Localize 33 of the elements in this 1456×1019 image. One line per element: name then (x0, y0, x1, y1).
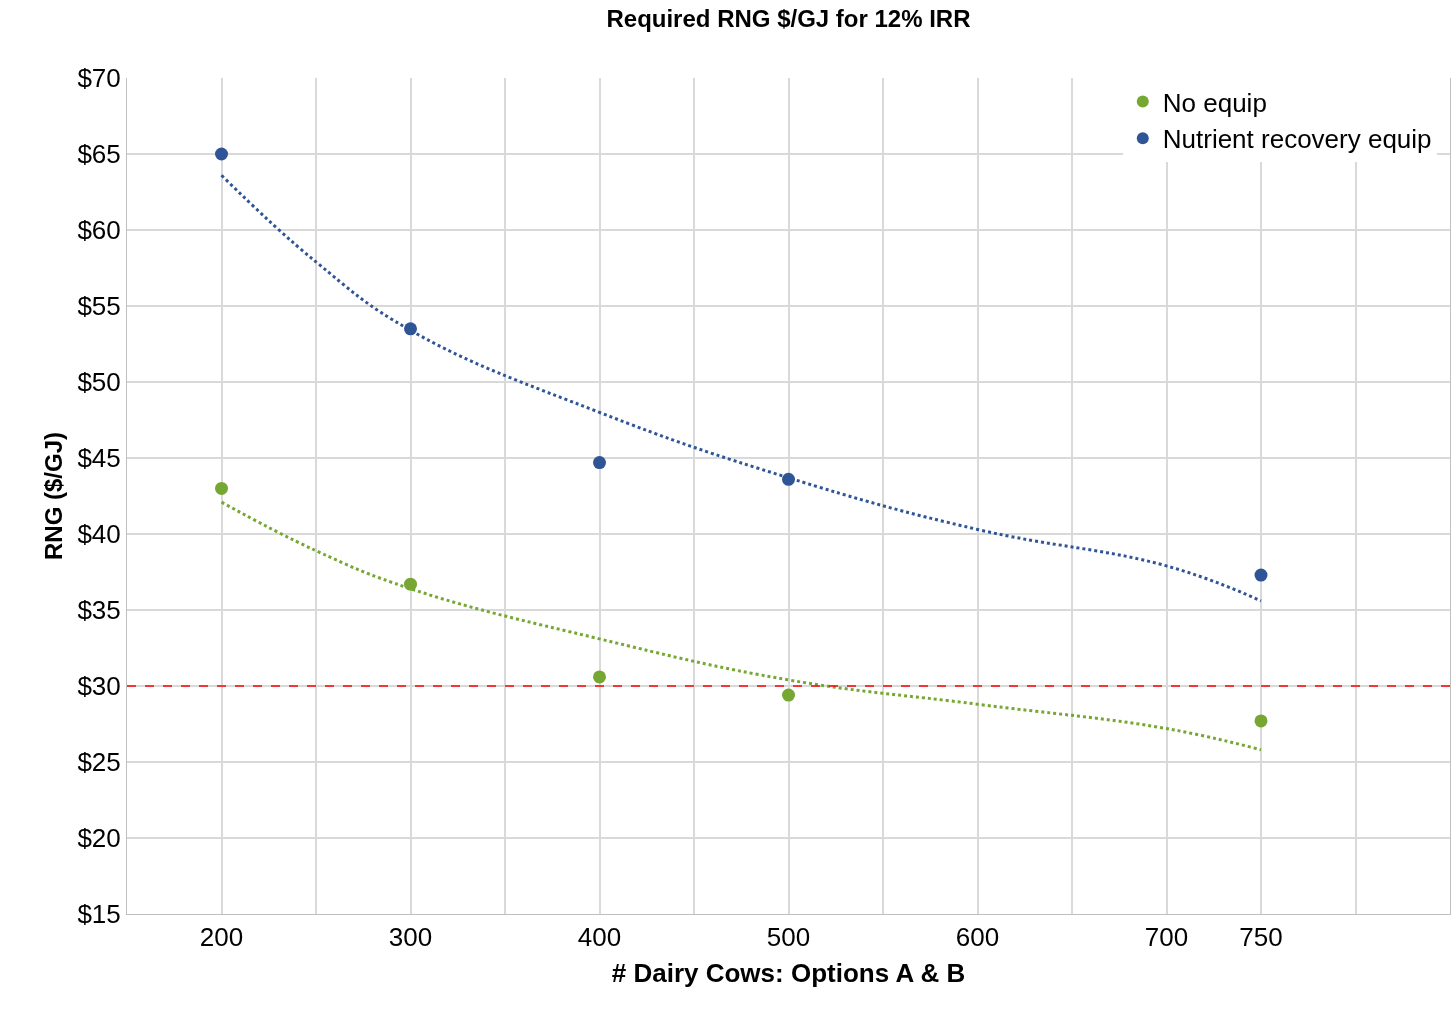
x-tick-label: 750 (1239, 922, 1283, 953)
line-series (220, 500, 1263, 752)
point (215, 481, 228, 495)
y-tick-label: $65 (77, 139, 121, 170)
y-tick-label: $45 (77, 443, 121, 474)
chart-title: Required RNG $/GJ for 12% IRR (606, 4, 971, 32)
x-tick-label: 200 (199, 922, 244, 953)
y-tick-label: $35 (77, 595, 121, 626)
y-tick-label: $70 (77, 63, 121, 94)
y-tick-label: $60 (77, 215, 121, 246)
point (1254, 714, 1268, 728)
point (593, 456, 606, 470)
point (1254, 568, 1268, 582)
x-tick-label: 300 (388, 922, 433, 953)
x-axis-title: # Dairy Cows: Options A & B (611, 957, 966, 988)
y-tick-label: $20 (77, 823, 121, 854)
x-tick-label: 400 (577, 922, 622, 953)
y-tick-label: $30 (77, 671, 121, 702)
x-tick-label: 500 (766, 922, 811, 953)
line-series (220, 173, 1263, 603)
legend-label: Nutrient recovery equip (1162, 124, 1432, 155)
y-tick-label: $55 (77, 291, 121, 322)
y-tick-label: $15 (77, 899, 121, 930)
x-tick-label: 600 (955, 922, 1000, 953)
point (593, 670, 606, 684)
legend-label: No equip (1162, 87, 1267, 118)
y-axis-title: RNG ($/GJ) (39, 431, 67, 561)
y-tick-label: $25 (77, 747, 121, 778)
x-tick-label: 700 (1144, 922, 1189, 953)
point (215, 147, 228, 161)
y-tick-label: $40 (77, 519, 121, 550)
point (782, 688, 795, 702)
y-tick-label: $50 (77, 367, 121, 398)
